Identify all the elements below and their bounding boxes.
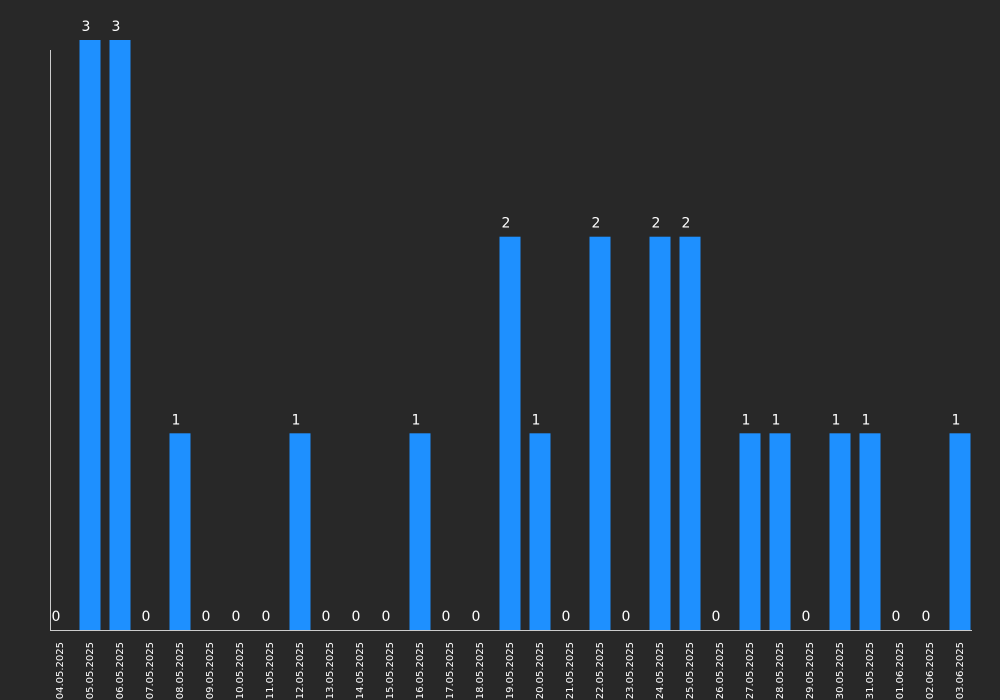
x-tick-label: 11.05.2025 bbox=[265, 642, 276, 699]
x-tick-label: 24.05.2025 bbox=[655, 642, 666, 699]
x-tick-label: 25.05.2025 bbox=[685, 642, 696, 699]
data-label-04.05.2025: 0 bbox=[52, 609, 61, 625]
x-tick-label: 12.05.2025 bbox=[295, 642, 306, 699]
x-tick-label: 17.05.2025 bbox=[445, 642, 456, 699]
data-label-31.05.2025: 1 bbox=[862, 412, 871, 428]
bar-30.05.2025 bbox=[829, 433, 851, 630]
data-label-01.06.2025: 0 bbox=[892, 609, 901, 625]
x-tick-label: 03.06.2025 bbox=[955, 642, 966, 699]
bar-05.05.2025 bbox=[79, 40, 101, 630]
bar-03.06.2025 bbox=[949, 433, 971, 630]
x-tick-label: 02.06.2025 bbox=[925, 642, 936, 699]
x-tick-labels-group: 04.05.2025 05.05.2025 06.05.2025 07.05.2025… bbox=[55, 642, 966, 699]
data-label-03.06.2025: 1 bbox=[952, 412, 961, 428]
x-tick-label: 15.05.2025 bbox=[385, 642, 396, 699]
data-label-07.05.2025: 0 bbox=[142, 609, 151, 625]
data-label-14.05.2025: 0 bbox=[352, 609, 361, 625]
bar-08.05.2025 bbox=[169, 433, 191, 630]
bar-25.05.2025 bbox=[679, 236, 701, 630]
x-tick-label: 05.05.2025 bbox=[85, 642, 96, 699]
data-label-11.05.2025: 0 bbox=[262, 609, 271, 625]
x-tick-label: 06.05.2025 bbox=[115, 642, 126, 699]
x-tick-label: 23.05.2025 bbox=[625, 642, 636, 699]
bar-20.05.2025 bbox=[529, 433, 551, 630]
value-labels-group: 0 3 3 0 1 0 0 0 1 0 0 0 1 0 0 2 1 0 2 0 2 2 0 1 1 0 1 1 0 0 1 bbox=[52, 19, 961, 625]
data-label-18.05.2025: 0 bbox=[472, 609, 481, 625]
data-label-28.05.2025: 1 bbox=[772, 412, 781, 428]
x-tick-label: 20.05.2025 bbox=[535, 642, 546, 699]
x-tick-label: 19.05.2025 bbox=[505, 642, 516, 699]
bar-16.05.2025 bbox=[409, 433, 431, 630]
bar-31.05.2025 bbox=[859, 433, 881, 630]
data-label-09.05.2025: 0 bbox=[202, 609, 211, 625]
x-tick-label: 13.05.2025 bbox=[325, 642, 336, 699]
bars-group bbox=[79, 40, 971, 630]
bar-28.05.2025 bbox=[769, 433, 791, 630]
data-label-08.05.2025: 1 bbox=[172, 412, 181, 428]
x-tick-label: 14.05.2025 bbox=[355, 642, 366, 699]
data-label-15.05.2025: 0 bbox=[382, 609, 391, 625]
bar-27.05.2025 bbox=[739, 433, 761, 630]
x-tick-label: 08.05.2025 bbox=[175, 642, 186, 699]
x-tick-label: 30.05.2025 bbox=[835, 642, 846, 699]
x-tick-label: 04.05.2025 bbox=[55, 642, 66, 699]
bar-06.05.2025 bbox=[109, 40, 131, 630]
data-label-02.06.2025: 0 bbox=[922, 609, 931, 625]
x-tick-label: 10.05.2025 bbox=[235, 642, 246, 699]
x-tick-label: 22.05.2025 bbox=[595, 642, 606, 699]
data-label-25.05.2025: 2 bbox=[682, 216, 691, 232]
x-tick-label: 26.05.2025 bbox=[715, 642, 726, 699]
data-label-29.05.2025: 0 bbox=[802, 609, 811, 625]
data-label-19.05.2025: 2 bbox=[502, 216, 511, 232]
bar-22.05.2025 bbox=[589, 236, 611, 630]
bar-24.05.2025 bbox=[649, 236, 671, 630]
bar-19.05.2025 bbox=[499, 236, 521, 630]
x-tick-label: 01.06.2025 bbox=[895, 642, 906, 699]
x-tick-label: 18.05.2025 bbox=[475, 642, 486, 699]
data-label-13.05.2025: 0 bbox=[322, 609, 331, 625]
data-label-27.05.2025: 1 bbox=[742, 412, 751, 428]
data-label-10.05.2025: 0 bbox=[232, 609, 241, 625]
x-tick-label: 29.05.2025 bbox=[805, 642, 816, 699]
data-label-22.05.2025: 2 bbox=[592, 216, 601, 232]
bar-12.05.2025 bbox=[289, 433, 311, 630]
data-label-17.05.2025: 0 bbox=[442, 609, 451, 625]
data-label-16.05.2025: 1 bbox=[412, 412, 421, 428]
x-tick-label: 21.05.2025 bbox=[565, 642, 576, 699]
data-label-20.05.2025: 1 bbox=[532, 412, 541, 428]
x-tick-label: 07.05.2025 bbox=[145, 642, 156, 699]
x-tick-label: 27.05.2025 bbox=[745, 642, 756, 699]
data-label-26.05.2025: 0 bbox=[712, 609, 721, 625]
data-label-23.05.2025: 0 bbox=[622, 609, 631, 625]
x-tick-label: 31.05.2025 bbox=[865, 642, 876, 699]
data-label-06.05.2025: 3 bbox=[112, 19, 121, 35]
x-tick-label: 09.05.2025 bbox=[205, 642, 216, 699]
x-tick-label: 16.05.2025 bbox=[415, 642, 426, 699]
data-label-05.05.2025: 3 bbox=[82, 19, 91, 35]
data-label-12.05.2025: 1 bbox=[292, 412, 301, 428]
x-tick-label: 28.05.2025 bbox=[775, 642, 786, 699]
data-label-21.05.2025: 0 bbox=[562, 609, 571, 625]
data-label-24.05.2025: 2 bbox=[652, 216, 661, 232]
data-label-30.05.2025: 1 bbox=[832, 412, 841, 428]
